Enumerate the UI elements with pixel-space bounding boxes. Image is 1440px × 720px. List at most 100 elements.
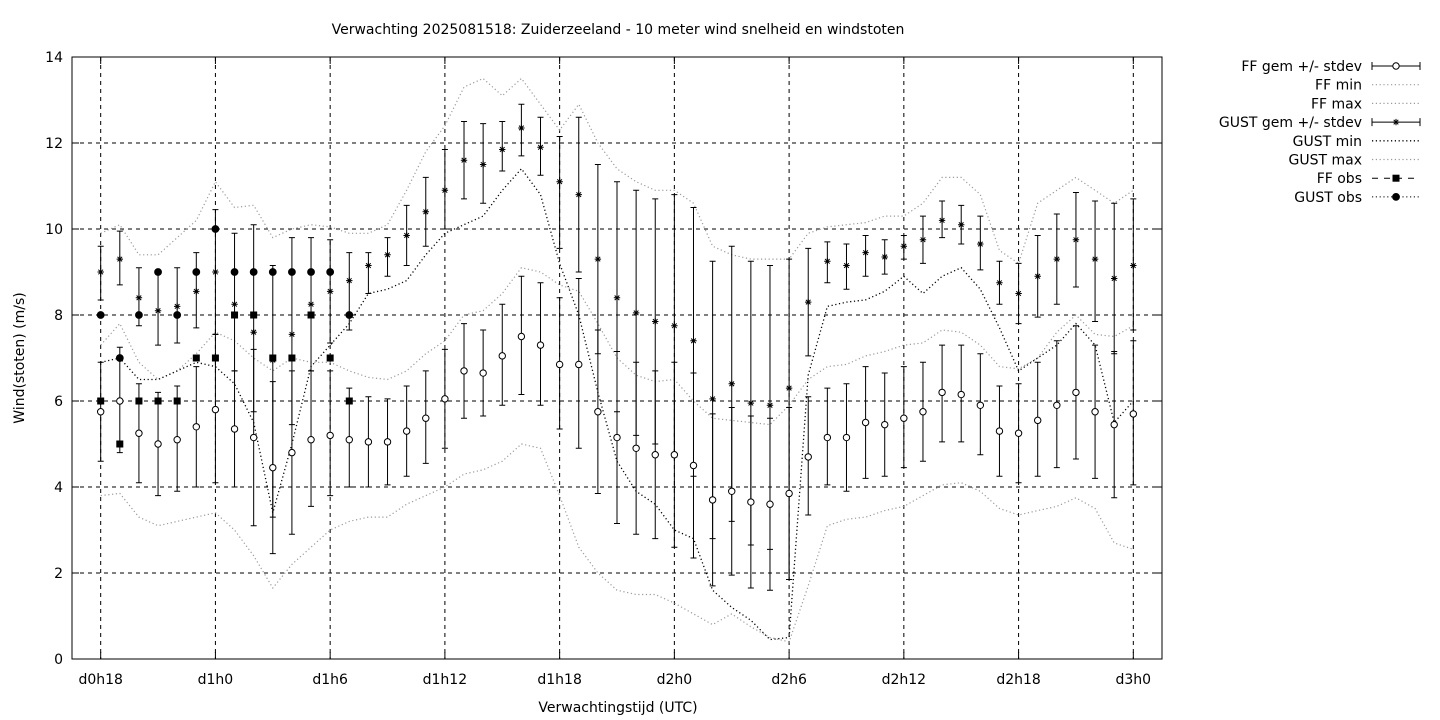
- chart-title: Verwachting 2025081518: Zuiderzeeland - …: [332, 22, 905, 38]
- point-gust: [575, 191, 582, 198]
- point-ffobs: [345, 397, 353, 405]
- x-axis-ticks: d0h18 d1h0 d1h6 d1h12 d1h18 d2h0 d2h6 d2h12 d2h1…: [78, 57, 1151, 688]
- point-gust: [365, 262, 372, 269]
- point-ffobs: [173, 397, 181, 405]
- legend-label: FF obs: [1317, 171, 1362, 187]
- point-ff: [555, 360, 564, 369]
- y-tick-label: 4: [54, 480, 63, 496]
- point-gust: [556, 178, 563, 185]
- x-axis-label: Verwachtingstijd (UTC): [538, 700, 697, 716]
- point-gustobs: [154, 268, 162, 276]
- point-ff: [632, 444, 640, 452]
- point-gust: [250, 329, 257, 336]
- point-gust: [537, 144, 544, 151]
- point-gust: [1110, 275, 1118, 282]
- point-ff: [211, 405, 220, 414]
- y-tick-label: 6: [54, 394, 63, 410]
- point-gust: [958, 221, 965, 228]
- y-tick-label: 8: [54, 308, 63, 324]
- point-ff: [326, 431, 334, 440]
- x-tick-label: d2h6: [771, 672, 807, 688]
- point-ffobs: [231, 311, 239, 319]
- point-gust: [326, 288, 334, 295]
- point-ff: [96, 408, 105, 416]
- errorbar-gust: [786, 258, 793, 580]
- point-gust: [843, 262, 850, 269]
- point-ff: [708, 496, 717, 504]
- point-gust: [824, 258, 831, 265]
- point-ff: [861, 418, 870, 427]
- y-axis-ticks: 0 2 4 6 8 10 12 14: [45, 50, 1162, 668]
- point-gust: [881, 253, 888, 261]
- legend-label: GUST min: [1293, 134, 1362, 150]
- point-ff: [938, 388, 946, 397]
- legend-marker: [1392, 62, 1400, 70]
- point-gust: [154, 307, 162, 314]
- point-gust: [479, 161, 487, 168]
- x-tick-label: d1h18: [537, 672, 581, 688]
- point-gust: [690, 337, 697, 344]
- series-line-gustmin: [100, 167, 1134, 641]
- point-ffobs: [288, 354, 296, 362]
- point-gustobs: [230, 268, 239, 276]
- point-ff: [823, 433, 832, 442]
- point-gust: [747, 399, 755, 407]
- data-markers: [96, 124, 1138, 508]
- point-gust: [671, 322, 678, 329]
- point-gust: [97, 268, 104, 276]
- point-ff: [804, 453, 812, 461]
- point-ffobs: [135, 397, 143, 405]
- point-ff: [1129, 410, 1138, 418]
- point-gustobs: [326, 268, 335, 276]
- x-tick-label: d2h12: [882, 672, 926, 688]
- point-ffobs: [307, 311, 315, 319]
- point-ffobs: [326, 354, 334, 362]
- point-ff: [441, 395, 449, 403]
- point-ff: [728, 487, 736, 495]
- point-gust: [652, 318, 659, 325]
- point-ff: [364, 438, 373, 446]
- point-ff: [1053, 401, 1061, 409]
- y-tick-label: 14: [45, 50, 63, 66]
- point-ff: [422, 414, 430, 422]
- point-ff: [594, 408, 602, 416]
- point-gust: [938, 217, 946, 224]
- point-ff: [383, 438, 392, 446]
- point-gustobs: [211, 225, 220, 233]
- legend-label: GUST gem +/- stdev: [1219, 115, 1362, 131]
- point-ff: [613, 433, 621, 442]
- plot-frame: [71, 56, 1163, 660]
- point-ff: [116, 397, 124, 405]
- errorbar-gust: [288, 237, 295, 426]
- point-gust: [594, 255, 602, 263]
- point-ff: [135, 429, 143, 437]
- legend-marker: [1392, 193, 1400, 201]
- legend-label: FF gem +/- stdev: [1241, 59, 1362, 75]
- legend-label: FF min: [1315, 78, 1362, 94]
- series-line-ffmin: [100, 443, 1134, 643]
- point-ff: [249, 433, 258, 442]
- point-gustobs: [96, 311, 105, 319]
- point-ff: [651, 451, 659, 459]
- point-gust: [613, 294, 621, 301]
- point-gust: [977, 240, 984, 248]
- point-ff: [402, 427, 411, 435]
- point-gust: [805, 298, 812, 306]
- point-gustobs: [135, 311, 143, 319]
- point-gust: [632, 309, 640, 317]
- point-gustobs: [115, 354, 124, 362]
- x-tick-label: d0h18: [78, 672, 122, 688]
- point-ffobs: [269, 354, 277, 362]
- y-tick-label: 2: [54, 566, 63, 582]
- point-gust: [785, 384, 793, 392]
- point-gust: [900, 243, 908, 250]
- point-ff: [689, 461, 698, 470]
- errorbar-gust: [365, 252, 372, 294]
- legend-marker: [1392, 118, 1400, 126]
- point-ff: [154, 440, 162, 448]
- point-gust: [346, 277, 353, 284]
- point-ffobs: [116, 440, 124, 448]
- point-gust: [403, 232, 410, 239]
- errorbar-gust: [862, 234, 869, 277]
